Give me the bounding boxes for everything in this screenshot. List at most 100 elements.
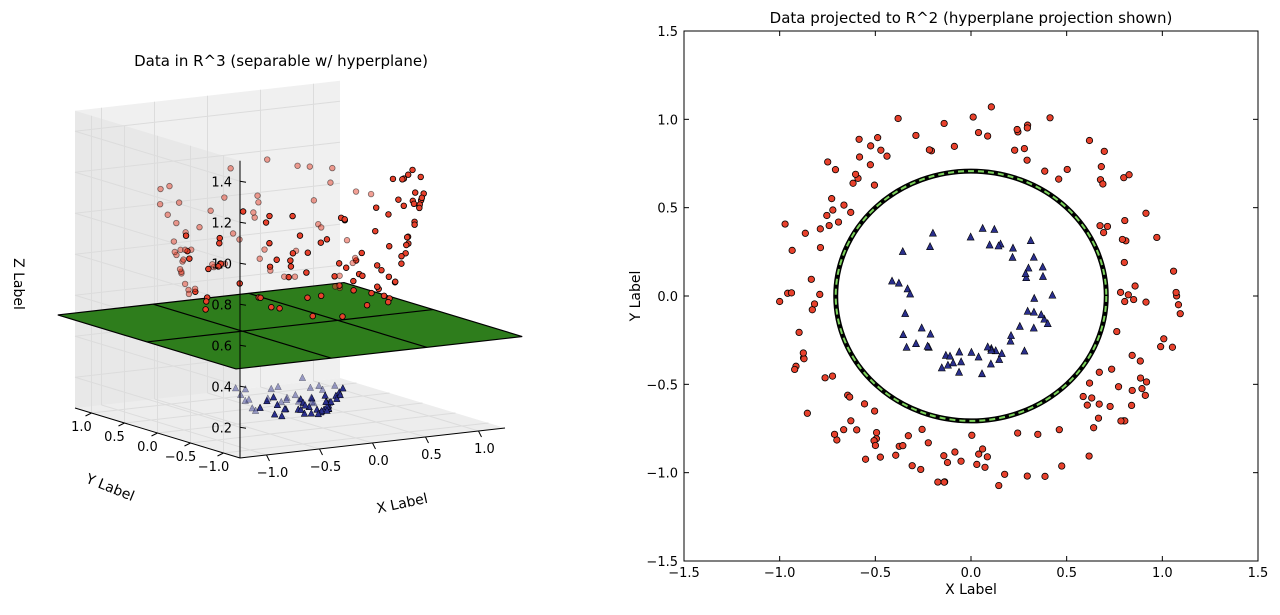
chart-2d-xlabel: X Label	[945, 582, 997, 598]
outer-point	[877, 146, 885, 154]
outer-point	[951, 448, 959, 456]
z-tick-mark	[239, 385, 247, 388]
inner-point	[1021, 269, 1030, 277]
outer-point-3d	[268, 304, 275, 311]
outer-point	[1141, 391, 1149, 399]
outer-point	[795, 328, 803, 336]
outer-point-3d	[207, 207, 214, 214]
outer-point-3d	[273, 256, 280, 263]
inner-point	[945, 351, 954, 360]
outer-point	[883, 152, 891, 160]
outer-point-3d	[289, 212, 296, 220]
outer-point-3d	[266, 212, 273, 220]
inner-point	[1029, 323, 1038, 332]
y-tick-label: 1.5	[657, 25, 678, 40]
inner-point	[1029, 252, 1038, 261]
chart-2d-ticks: −1.5 −1.0 −0.5 0.0 0.5 1.0 1.5 −1.5 −1.0 −0.5 0.0 0…	[646, 25, 1268, 581]
outer-point-3d	[239, 208, 247, 215]
outer-point	[855, 153, 864, 161]
inner-point-3d	[308, 394, 316, 402]
outer-point	[803, 409, 811, 417]
y-tick-label: 0.5	[657, 202, 678, 217]
outer-point	[823, 211, 831, 220]
inner-point	[974, 352, 983, 361]
inner-point-3d	[270, 410, 279, 418]
outer-point-3d	[403, 241, 410, 249]
inner-point-3d	[291, 390, 300, 399]
outer-point	[816, 225, 824, 233]
outer-point	[1121, 216, 1129, 225]
chart-3d-axes: 0.20.40.60.81.01.21.4−1.0 −0.5 0.0 0.5 1.01.…	[71, 160, 506, 481]
outer-point-3d	[358, 249, 365, 257]
outer-point	[1088, 394, 1096, 402]
inner-point	[985, 240, 994, 249]
inner-point-3d	[339, 384, 347, 392]
outer-point	[787, 289, 796, 297]
outer-point-3d	[341, 216, 348, 223]
outer-point-3d	[157, 185, 164, 193]
inner-point	[983, 342, 992, 351]
outer-point-3d	[304, 249, 311, 256]
outer-point	[807, 275, 815, 283]
inner-point-3d	[231, 383, 240, 392]
z-tick-label: 1.0	[211, 257, 232, 272]
outer-point	[1114, 383, 1123, 391]
y-tick-mark	[85, 412, 92, 417]
outer-point-3d	[180, 256, 187, 263]
outer-point	[1095, 400, 1103, 408]
x-tick-label: −1.0	[764, 566, 796, 581]
outer-point	[876, 453, 884, 461]
inner-point	[1015, 321, 1024, 330]
y-tick-label: 1.0	[657, 113, 678, 128]
inner-point-3d	[310, 398, 318, 407]
outer-point	[1128, 351, 1136, 359]
inner-point-3d	[297, 405, 305, 413]
grid-line	[157, 402, 423, 434]
outer-point	[874, 134, 882, 142]
outer-point-3d	[404, 171, 412, 178]
outer-point-3d	[276, 305, 283, 312]
chart-3d: Data in R^3 (separable w/ hyperplane) 0.…	[10, 52, 523, 517]
outer-point-3d	[398, 253, 405, 260]
outer-point-3d	[399, 176, 406, 183]
inner-point-3d	[278, 411, 286, 420]
inner-point	[1040, 314, 1049, 323]
outer-point-3d	[203, 298, 210, 305]
outer-point	[1169, 267, 1178, 275]
grid-line	[223, 422, 489, 454]
outer-point-3d	[416, 204, 423, 212]
outer-point-3d	[256, 255, 263, 262]
outer-point-3d	[164, 211, 171, 218]
outer-point	[1168, 343, 1177, 351]
chart-3d-ylabel: Y Label	[83, 471, 137, 505]
outer-point	[894, 114, 902, 123]
z-tick-label: 0.6	[211, 339, 232, 354]
outer-point	[1063, 165, 1071, 174]
z-tick-mark	[239, 262, 247, 265]
inner-point-3d	[314, 409, 323, 418]
inner-point	[1023, 306, 1032, 315]
outer-point	[1160, 335, 1168, 343]
outer-point	[974, 128, 983, 137]
outer-point	[851, 170, 860, 178]
inner-point	[901, 308, 910, 317]
x-tick-label: −0.5	[310, 460, 342, 475]
outer-point-3d	[372, 204, 380, 211]
outer-point	[973, 460, 981, 469]
outer-point-3d	[392, 278, 399, 285]
outer-point	[925, 146, 933, 154]
inner-point	[1009, 243, 1017, 252]
outer-point	[995, 481, 1003, 490]
outer-point-3d	[403, 234, 411, 241]
chart-2d-ylabel: Y Label	[628, 271, 644, 323]
outer-point-3d	[215, 263, 222, 270]
outer-point-3d	[332, 283, 339, 290]
inner-point-3d	[327, 397, 335, 405]
outer-point	[1096, 222, 1104, 230]
outer-point	[821, 374, 829, 382]
boundary-circle-dashes	[834, 170, 1108, 422]
z-tick-label: 0.4	[211, 380, 232, 395]
chart-3d-xlabel: X Label	[375, 491, 429, 517]
outer-point-3d	[318, 224, 325, 231]
inner-point	[1026, 235, 1035, 244]
